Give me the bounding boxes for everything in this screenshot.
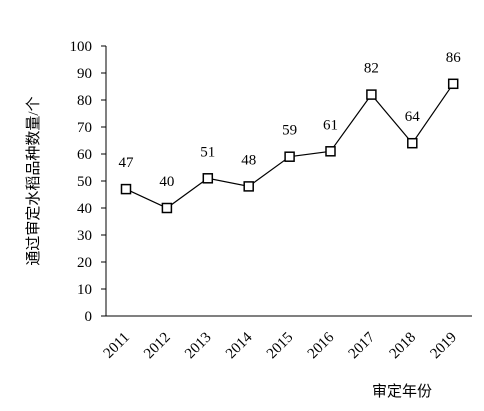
data-point-marker [325, 146, 336, 157]
series-line [125, 83, 454, 209]
x-tick-label: 2012 [141, 330, 174, 363]
y-tick-label: 40 [77, 201, 92, 217]
data-point-marker [447, 78, 459, 90]
y-tick-label: 30 [77, 228, 92, 244]
data-point-marker [243, 181, 254, 192]
data-point-marker [202, 173, 214, 184]
data-point-marker [407, 137, 418, 149]
data-label: 59 [282, 123, 297, 139]
data-label: 82 [364, 61, 379, 77]
y-tick-label: 90 [77, 66, 92, 82]
x-tick-label: 2017 [346, 329, 379, 362]
data-label: 51 [200, 144, 215, 160]
y-axis-title: 通过审定水稻品种数量/个 [25, 96, 42, 265]
x-tick-label: 2014 [223, 329, 256, 362]
markers [120, 78, 459, 214]
x-tick-label: 2011 [101, 330, 133, 362]
x-tick-label: 2015 [264, 330, 297, 363]
x-tick-label: 2018 [387, 330, 420, 363]
x-axis: 2011 2012 2013 2014 2015 2016 2017 2018 2019 [101, 315, 472, 363]
series-polyline [125, 83, 454, 209]
data-label: 48 [241, 152, 256, 168]
x-tick-label: 2016 [305, 329, 338, 362]
data-label: 40 [159, 174, 174, 190]
data-label: 64 [405, 109, 421, 125]
x-tick-label: 2019 [428, 330, 461, 363]
data-label: 47 [119, 155, 135, 171]
y-tick-label: 70 [77, 120, 92, 136]
x-axis-title: 审定年份 [372, 383, 432, 400]
y-tick-label: 60 [77, 147, 92, 163]
y-tick-label: 80 [77, 93, 92, 109]
y-axis: 0 10 20 30 40 50 60 70 80 90 100 [70, 39, 107, 325]
y-tick-label: 10 [77, 282, 92, 298]
data-point-marker [284, 151, 295, 162]
data-label: 86 [446, 50, 462, 66]
data-point-marker [366, 89, 377, 100]
data-labels: 47 40 51 48 59 61 82 64 86 [119, 50, 462, 190]
x-tick-label: 2013 [182, 330, 215, 363]
y-tick-label: 100 [70, 39, 93, 55]
data-label: 61 [323, 117, 338, 133]
data-point-marker [120, 183, 132, 195]
y-tick-label: 0 [85, 309, 93, 325]
y-tick-label: 50 [77, 174, 92, 190]
y-tick-label: 20 [77, 255, 92, 271]
data-point-marker [161, 202, 173, 214]
